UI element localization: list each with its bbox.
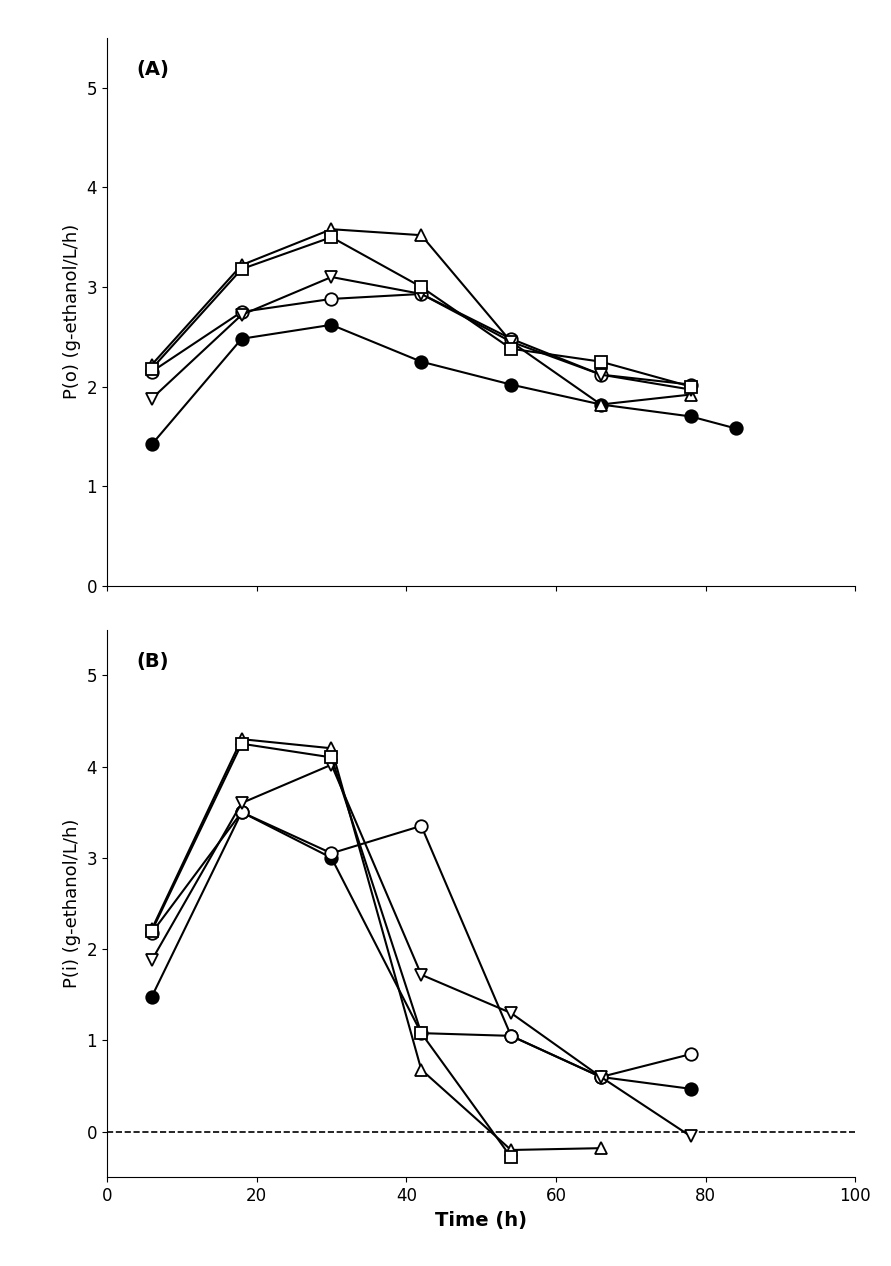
Y-axis label: P(o) (g-ethanol/L/h): P(o) (g-ethanol/L/h)	[63, 224, 81, 400]
Text: (A): (A)	[137, 60, 169, 78]
Text: (B): (B)	[137, 652, 169, 671]
Y-axis label: P(i) (g-ethanol/L/h): P(i) (g-ethanol/L/h)	[63, 819, 81, 989]
X-axis label: Time (h): Time (h)	[435, 1210, 527, 1229]
